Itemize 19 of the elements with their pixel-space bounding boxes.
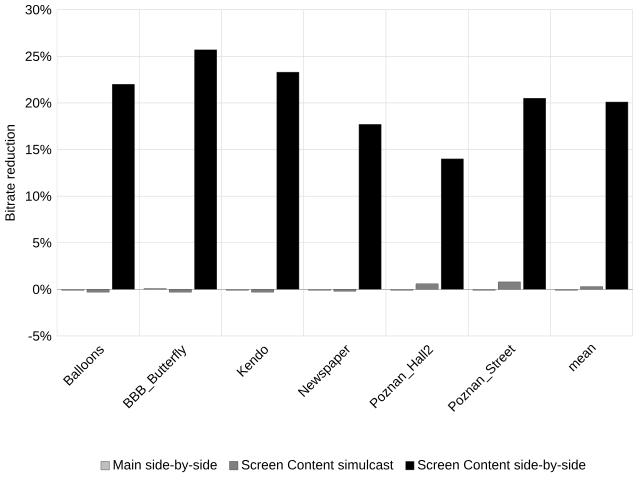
y-tick-label: 30%	[25, 5, 52, 15]
bar	[194, 50, 217, 290]
legend-label: Main side-by-side	[114, 460, 217, 472]
bar	[112, 84, 135, 290]
y-tick-label: 20%	[26, 98, 52, 108]
y-tick-label: 15%	[26, 145, 52, 154]
y-tick-label: 25%	[26, 52, 52, 62]
bar	[358, 124, 382, 290]
legend-label: Screen Content simulcast	[242, 460, 394, 470]
bar	[523, 98, 546, 290]
y-tick-label: 5%	[32, 238, 52, 248]
y-tick-label: -5%	[28, 332, 52, 341]
bar	[605, 102, 628, 290]
legend-label: Screen Content side-by-side	[418, 460, 586, 472]
y-tick-label: 0%	[32, 284, 52, 294]
y-tick-label: 10%	[26, 192, 52, 202]
bar	[440, 158, 464, 290]
bar	[276, 72, 300, 290]
y-axis-title: Bitrate reduction	[4, 125, 15, 221]
